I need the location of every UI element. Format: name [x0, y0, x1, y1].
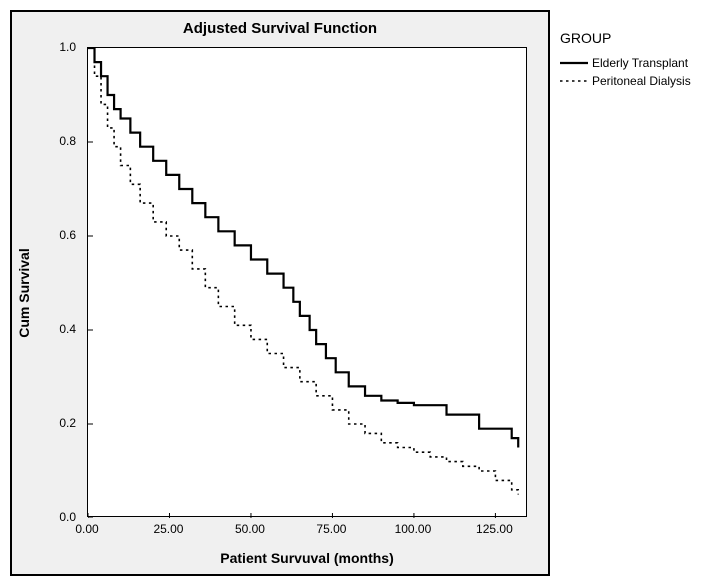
- x-tick-label: 125.00: [476, 522, 513, 536]
- y-tick-label: 0.8: [59, 134, 76, 148]
- chart-title: Adjusted Survival Function: [12, 20, 548, 37]
- y-tick-label: 0.4: [59, 322, 76, 336]
- y-axis-label: Cum Survival: [16, 248, 32, 337]
- y-tick-label: 1.0: [59, 40, 76, 54]
- legend-swatch: [560, 74, 588, 88]
- survival-curves-svg: [88, 48, 528, 518]
- x-tick-label: 100.00: [395, 522, 432, 536]
- legend-item: Elderly Transplant: [560, 56, 691, 70]
- y-tick-label: 0.0: [59, 510, 76, 524]
- x-axis-label: Patient Survuval (months): [87, 550, 527, 566]
- legend-items: Elderly Transplant Peritoneal Dialysis: [560, 56, 691, 88]
- legend-label: Peritoneal Dialysis: [592, 74, 691, 88]
- legend: GROUP Elderly Transplant Peritoneal Dialy…: [560, 30, 691, 92]
- y-tick-label: 0.6: [59, 228, 76, 242]
- series-line: [88, 48, 518, 495]
- x-tick-label: 25.00: [153, 522, 183, 536]
- legend-item: Peritoneal Dialysis: [560, 74, 691, 88]
- x-tick-label: 0.00: [75, 522, 98, 536]
- legend-title: GROUP: [560, 30, 691, 46]
- series-line: [88, 48, 518, 448]
- legend-swatch: [560, 56, 588, 70]
- chart-frame: Adjusted Survival Function Cum Survival …: [10, 10, 550, 576]
- y-tick-label: 0.2: [59, 416, 76, 430]
- plot-area: [87, 47, 527, 517]
- x-tick-label: 50.00: [235, 522, 265, 536]
- legend-label: Elderly Transplant: [592, 56, 688, 70]
- x-tick-label: 75.00: [316, 522, 346, 536]
